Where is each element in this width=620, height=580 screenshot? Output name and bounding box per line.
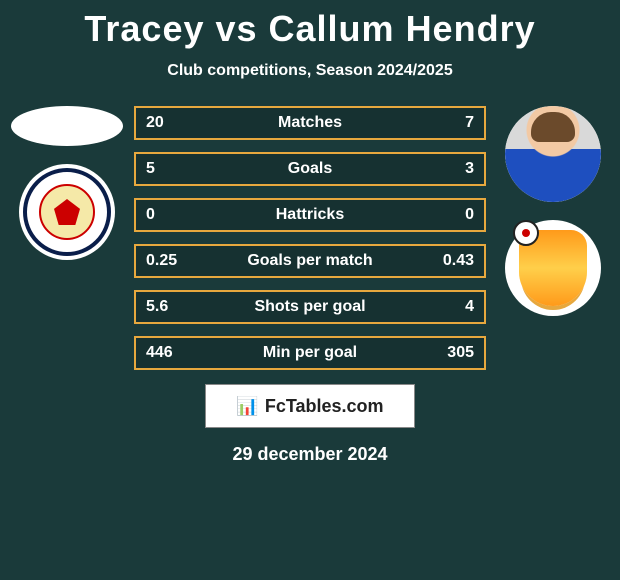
stat-right-value: 4 [424,298,474,316]
stat-right-value: 7 [424,114,474,132]
left-side [12,106,122,260]
fctables-logo[interactable]: 📊 FcTables.com [205,384,415,428]
club-badge-left [19,164,115,260]
stats-table: 20 Matches 7 5 Goals 3 0 Hattricks 0 0.2… [134,106,486,370]
comparison-main: 20 Matches 7 5 Goals 3 0 Hattricks 0 0.2… [0,106,620,370]
stat-right-value: 3 [424,160,474,178]
stat-left-value: 20 [146,114,196,132]
stat-row: 446 Min per goal 305 [134,336,486,370]
chart-icon: 📊 [236,396,258,417]
stat-label: Matches [196,114,424,132]
stat-row: 0 Hattricks 0 [134,198,486,232]
player-photo-right [505,106,601,202]
footer-brand-text: FcTables.com [265,396,384,417]
stat-left-value: 5.6 [146,298,196,316]
date-label: 29 december 2024 [0,444,620,465]
stat-row: 0.25 Goals per match 0.43 [134,244,486,278]
stat-label: Min per goal [196,344,424,362]
player-photo-left [11,106,123,146]
stat-label: Hattricks [196,206,424,224]
stat-right-value: 0 [424,206,474,224]
stat-left-value: 446 [146,344,196,362]
stat-left-value: 0 [146,206,196,224]
crewe-badge-icon [23,168,111,256]
stat-right-value: 0.43 [424,252,474,270]
page-title: Tracey vs Callum Hendry [0,0,620,50]
stat-left-value: 0.25 [146,252,196,270]
stat-label: Goals [196,160,424,178]
stat-right-value: 305 [424,344,474,362]
stat-label: Goals per match [196,252,424,270]
club-badge-right [505,220,601,316]
stat-row: 5 Goals 3 [134,152,486,186]
mkdons-badge-icon [519,230,587,306]
stat-label: Shots per goal [196,298,424,316]
headshot-icon [505,106,601,202]
stat-row: 20 Matches 7 [134,106,486,140]
right-side [498,106,608,316]
subtitle: Club competitions, Season 2024/2025 [0,62,620,80]
stat-left-value: 5 [146,160,196,178]
stat-row: 5.6 Shots per goal 4 [134,290,486,324]
